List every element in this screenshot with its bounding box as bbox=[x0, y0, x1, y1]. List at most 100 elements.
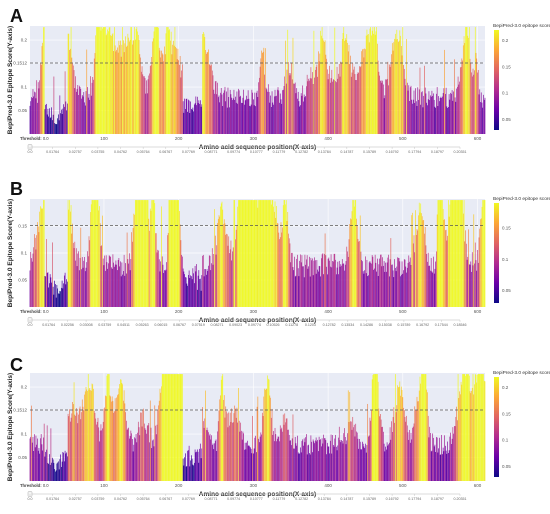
epitope-bar bbox=[49, 274, 51, 307]
epitope-bar bbox=[92, 76, 94, 134]
epitope-bar bbox=[484, 97, 486, 134]
epitope-bar bbox=[356, 80, 357, 134]
epitope-bar bbox=[425, 93, 427, 134]
epitope-bar bbox=[247, 99, 248, 134]
epitope-bar bbox=[175, 200, 177, 307]
epitope-bar bbox=[197, 103, 199, 134]
epitope-bar bbox=[456, 420, 458, 481]
epitope-bar bbox=[314, 257, 315, 307]
epitope-bar bbox=[249, 105, 250, 134]
epitope-bar bbox=[178, 374, 179, 481]
epitope-bar bbox=[269, 102, 271, 134]
epitope-bar bbox=[91, 383, 93, 481]
epitope-bar bbox=[246, 442, 247, 481]
epitope-bar bbox=[163, 272, 165, 307]
epitope-bar bbox=[31, 442, 33, 481]
epitope-bar bbox=[443, 219, 445, 307]
epitope-bar bbox=[75, 415, 76, 481]
slider-step-label: 0.14286 bbox=[360, 323, 373, 327]
epitope-bar bbox=[205, 430, 207, 481]
epitope-bar bbox=[161, 386, 162, 481]
epitope-bar bbox=[62, 451, 64, 481]
epitope-bar bbox=[456, 86, 458, 134]
threshold-readout: Threshold: 0.0 bbox=[20, 309, 49, 314]
epitope-bar bbox=[475, 260, 477, 307]
slider-step-label: 0.15789 bbox=[363, 497, 376, 501]
epitope-bar bbox=[131, 27, 132, 134]
epitope-bar bbox=[143, 408, 144, 481]
epitope-bar bbox=[425, 245, 427, 307]
epitope-bar bbox=[282, 205, 284, 307]
epitope-bar bbox=[471, 390, 472, 481]
epitope-bar bbox=[481, 102, 483, 134]
epitope-bar bbox=[405, 421, 407, 481]
epitope-bar bbox=[90, 76, 91, 134]
epitope-bar bbox=[349, 391, 351, 481]
epitope-bar bbox=[55, 471, 56, 481]
epitope-bar bbox=[390, 238, 392, 307]
epitope-bar bbox=[186, 283, 188, 307]
epitope-bar bbox=[198, 100, 200, 134]
epitope-bar bbox=[235, 102, 237, 134]
epitope-bar bbox=[263, 396, 265, 481]
epitope-bar bbox=[477, 72, 478, 134]
epitope-bar bbox=[341, 259, 343, 307]
epitope-bar bbox=[173, 200, 174, 307]
epitope-bar bbox=[134, 27, 135, 134]
epitope-bar bbox=[98, 427, 100, 481]
y-tick-label: 0.15 bbox=[18, 224, 27, 229]
epitope-bar bbox=[318, 436, 320, 481]
epitope-bar bbox=[376, 27, 377, 134]
epitope-bar bbox=[114, 266, 115, 307]
epitope-bar bbox=[166, 374, 168, 481]
epitope-bar bbox=[457, 374, 459, 481]
epitope-bar bbox=[140, 412, 142, 481]
epitope-bar bbox=[316, 260, 318, 307]
epitope-bar bbox=[72, 401, 73, 481]
epitope-bar bbox=[81, 269, 82, 307]
epitope-bar bbox=[255, 200, 256, 307]
epitope-bar bbox=[311, 260, 312, 307]
epitope-bar bbox=[362, 49, 363, 135]
epitope-bar bbox=[409, 429, 410, 481]
epitope-bar bbox=[271, 91, 273, 134]
epitope-bar bbox=[261, 200, 263, 307]
epitope-bar bbox=[385, 79, 386, 134]
epitope-bar bbox=[259, 200, 261, 307]
epitope-bar bbox=[152, 440, 153, 481]
epitope-bar bbox=[171, 54, 173, 134]
epitope-bar bbox=[262, 416, 264, 481]
epitope-bar bbox=[473, 74, 475, 134]
epitope-bar bbox=[288, 62, 289, 134]
epitope-bar bbox=[370, 420, 372, 481]
epitope-bar bbox=[65, 284, 67, 307]
epitope-bar bbox=[165, 374, 167, 481]
epitope-bar bbox=[371, 255, 373, 307]
epitope-bar bbox=[267, 375, 268, 481]
slider-step-label: 0.04762 bbox=[114, 150, 127, 154]
epitope-bar bbox=[149, 73, 150, 134]
epitope-bar bbox=[306, 255, 308, 307]
epitope-bar bbox=[355, 80, 357, 134]
epitope-bar bbox=[211, 444, 213, 481]
epitope-bar bbox=[380, 254, 381, 307]
epitope-bar bbox=[347, 390, 349, 481]
epitope-bar bbox=[202, 421, 204, 481]
epitope-bar bbox=[474, 70, 475, 134]
epitope-bar bbox=[479, 374, 481, 481]
epitope-bar bbox=[99, 206, 100, 307]
epitope-bar bbox=[441, 97, 442, 134]
epitope-bar bbox=[266, 89, 268, 134]
epitope-bar bbox=[387, 61, 389, 135]
epitope-bar bbox=[386, 449, 387, 481]
colorbar bbox=[494, 30, 499, 130]
epitope-bar bbox=[196, 96, 198, 134]
epitope-bar bbox=[367, 276, 369, 307]
epitope-bar bbox=[184, 98, 185, 134]
epitope-bar bbox=[46, 449, 47, 481]
epitope-bar bbox=[277, 436, 279, 481]
epitope-bar bbox=[137, 200, 138, 307]
epitope-bar bbox=[360, 251, 362, 307]
epitope-bar bbox=[350, 55, 351, 135]
epitope-bar bbox=[390, 439, 392, 481]
